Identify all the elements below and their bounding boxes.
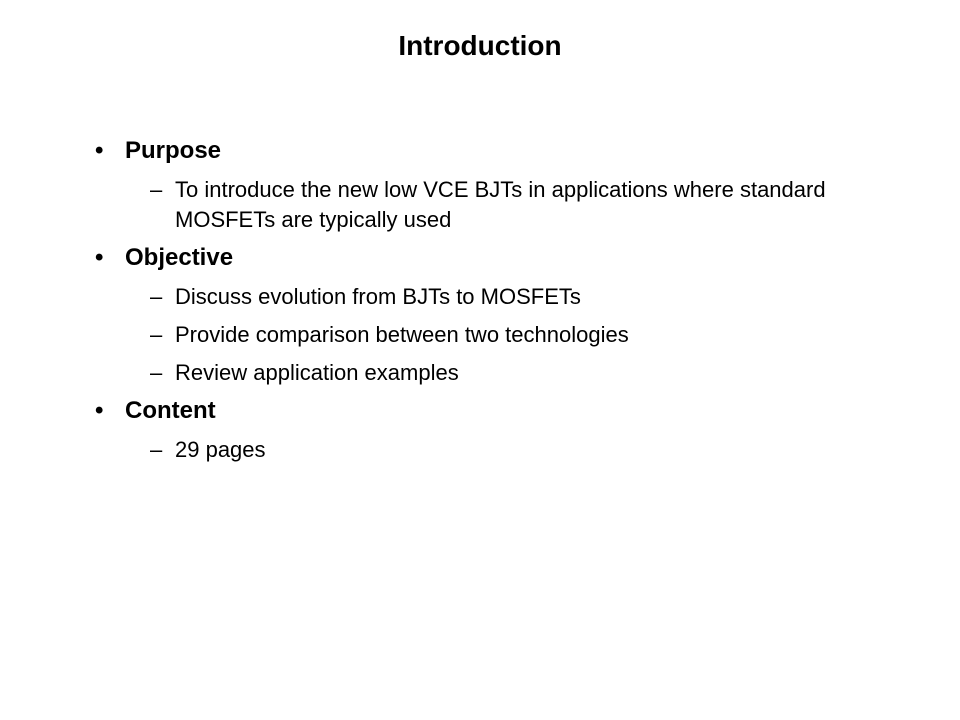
section-header: • Purpose xyxy=(95,137,900,165)
section-header-text: Objective xyxy=(125,244,233,272)
sub-item-text: Provide comparison between two technolog… xyxy=(175,320,900,350)
sub-item-text: Discuss evolution from BJTs to MOSFETs xyxy=(175,282,900,312)
sub-item-text: 29 pages xyxy=(175,435,900,465)
slide-container: Introduction • Purpose – To introduce th… xyxy=(0,0,960,720)
section-header-text: Content xyxy=(125,397,216,425)
section-header-text: Purpose xyxy=(125,137,221,165)
section-header: • Objective xyxy=(95,244,900,272)
sub-items: – 29 pages xyxy=(95,435,900,465)
section-header: • Content xyxy=(95,397,900,425)
bullet-level2-icon: – xyxy=(150,175,175,205)
sub-item-text: To introduce the new low VCE BJTs in app… xyxy=(175,175,900,234)
section-content: • Content – 29 pages xyxy=(95,397,900,465)
list-item: – Provide comparison between two technol… xyxy=(150,320,900,350)
slide-content: • Purpose – To introduce the new low VCE… xyxy=(0,137,960,465)
list-item: – Discuss evolution from BJTs to MOSFETs xyxy=(150,282,900,312)
list-item: – Review application examples xyxy=(150,358,900,388)
bullet-level1-icon: • xyxy=(95,139,125,163)
bullet-level2-icon: – xyxy=(150,282,175,312)
sub-items: – To introduce the new low VCE BJTs in a… xyxy=(95,175,900,234)
bullet-level1-icon: • xyxy=(95,399,125,423)
sub-items: – Discuss evolution from BJTs to MOSFETs… xyxy=(95,282,900,387)
sub-item-text: Review application examples xyxy=(175,358,900,388)
bullet-level2-icon: – xyxy=(150,320,175,350)
section-objective: • Objective – Discuss evolution from BJT… xyxy=(95,244,900,387)
bullet-level2-icon: – xyxy=(150,358,175,388)
section-purpose: • Purpose – To introduce the new low VCE… xyxy=(95,137,900,234)
slide-title: Introduction xyxy=(0,30,960,62)
bullet-level2-icon: – xyxy=(150,435,175,465)
list-item: – To introduce the new low VCE BJTs in a… xyxy=(150,175,900,234)
list-item: – 29 pages xyxy=(150,435,900,465)
bullet-level1-icon: • xyxy=(95,246,125,270)
